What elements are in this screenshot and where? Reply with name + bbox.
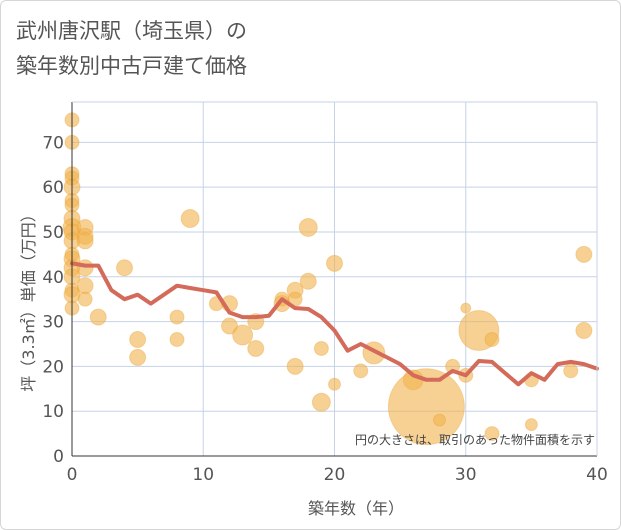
bubble-point[interactable]	[298, 217, 318, 237]
bubble-point[interactable]	[180, 209, 200, 229]
bubble-point[interactable]	[460, 302, 472, 314]
bubble-point[interactable]	[116, 259, 133, 277]
x-tick-label: 10	[192, 465, 214, 485]
bubble-point[interactable]	[484, 426, 500, 442]
x-tick-label: 20	[324, 465, 346, 485]
x-axis-title: 築年数（年）	[308, 499, 404, 518]
bubble-point[interactable]	[575, 322, 593, 340]
bubble-size-note: 円の大きさは、取引のあった物件面積を示す	[355, 432, 595, 447]
bubble-point[interactable]	[221, 317, 238, 335]
bubble-point[interactable]	[169, 309, 185, 325]
x-tick-label: 0	[67, 465, 78, 485]
bubble-series	[62, 112, 593, 446]
bubble-point[interactable]	[129, 348, 147, 366]
axes	[71, 101, 598, 457]
y-tick-label: 60	[42, 178, 64, 198]
bubble-point[interactable]	[433, 413, 446, 427]
y-tick-label: 50	[42, 223, 64, 243]
bubble-point[interactable]	[484, 331, 500, 347]
bubble-point[interactable]	[445, 358, 461, 374]
bubble-point[interactable]	[563, 363, 579, 379]
bubble-point[interactable]	[76, 277, 94, 295]
grid-lines	[72, 102, 598, 456]
bubble-point[interactable]	[575, 245, 593, 263]
chart-title-line-2: 築年数別中古戸建て価格	[16, 54, 247, 78]
y-tick-label: 10	[42, 402, 64, 422]
bubble-point[interactable]	[387, 368, 465, 446]
average-price-line[interactable]	[70, 261, 599, 387]
bubble-point[interactable]	[299, 272, 317, 290]
bubble-point[interactable]	[311, 392, 331, 412]
tick-labels: 0 10 20 30 40 0 10 20 30 40 50 60 70	[42, 133, 607, 485]
chart-title-line-1: 武州唐沢駅（埼玉県）の	[16, 19, 247, 43]
bubble-point[interactable]	[232, 324, 254, 346]
bubble-point[interactable]	[77, 291, 93, 307]
bubble-point[interactable]	[286, 357, 304, 375]
average-line-series	[70, 261, 599, 387]
bubble-point[interactable]	[169, 331, 185, 347]
y-tick-label: 30	[42, 313, 64, 333]
bubble-point[interactable]	[89, 308, 107, 326]
bubble-point[interactable]	[353, 363, 369, 379]
bubble-point[interactable]	[313, 340, 329, 356]
bubble-point[interactable]	[76, 259, 94, 277]
y-tick-label: 40	[42, 268, 64, 288]
bubble-point[interactable]	[328, 377, 341, 391]
y-tick-label: 20	[42, 357, 64, 377]
y-tick-label: 0	[53, 447, 64, 467]
x-tick-label: 40	[586, 465, 608, 485]
bubble-point[interactable]	[524, 418, 538, 432]
x-tick-label: 30	[455, 465, 477, 485]
bubble-point[interactable]	[247, 339, 265, 357]
bubble-point[interactable]	[76, 232, 94, 250]
y-axis-title: 坪（3.3㎡）単価（万円）	[19, 206, 38, 391]
bubble-point[interactable]	[129, 330, 147, 348]
chart-title: 武州唐沢駅（埼玉県）の 築年数別中古戸建て価格	[16, 14, 247, 84]
y-tick-label: 70	[42, 133, 64, 153]
bubble-point[interactable]	[326, 254, 343, 272]
